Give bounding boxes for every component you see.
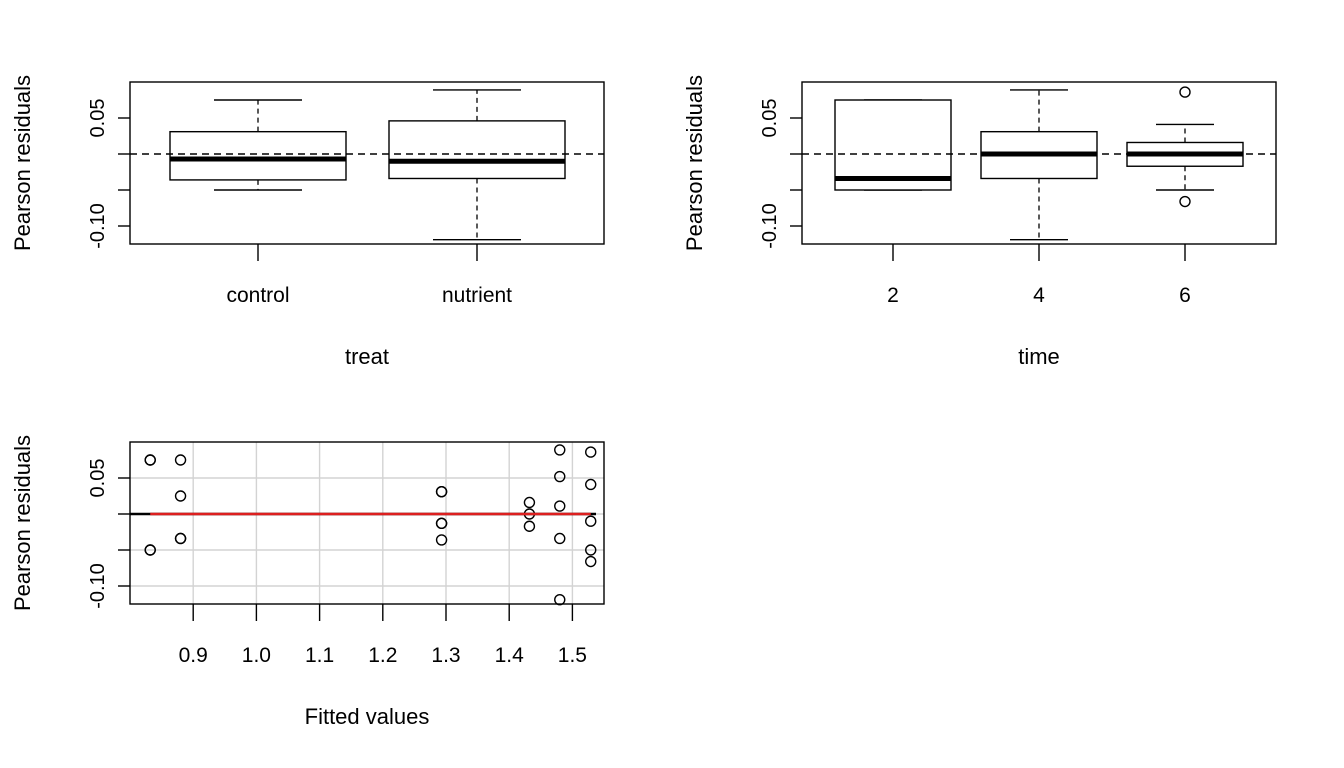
y-axis-title: Pearson residuals [10,75,35,251]
box-4 [980,89,1098,241]
x-tick-label: 6 [1179,284,1191,307]
box-nutrient [388,89,566,241]
data-point [144,544,156,556]
data-point [585,544,597,556]
x-tick-label: 1.3 [431,644,460,667]
plot-frame [129,441,605,605]
y-tick-label: -0.10 [87,203,109,249]
data-point [585,446,597,458]
data-point [585,515,597,527]
plot-frame [801,81,1277,245]
x-tick-label: 0.9 [179,644,208,667]
data-point [174,454,187,466]
boxplot-panel-treat: control nutrient [130,89,604,307]
y-axis-title: Pearson residuals [682,75,707,251]
x-axis-title: treat [345,344,389,369]
box-control [169,99,347,191]
x-tick-label: 1.5 [558,644,587,667]
box-2 [834,99,952,191]
y-tick-label: 0.05 [87,459,109,498]
x-tick-label: 1.4 [495,644,525,667]
data-point [523,496,536,509]
box-6 [1126,86,1244,208]
data-point [174,532,187,545]
data-point [174,490,187,502]
box-body [169,130,347,181]
x-tick-label: 2 [887,284,899,307]
outlier-point [1179,195,1191,208]
data-point [144,454,156,466]
y-tick-label: -0.10 [759,203,781,249]
box-body [834,99,952,191]
x-axis-title: time [1018,344,1060,369]
x-tick-label: control [226,284,289,307]
data-point [585,555,597,568]
data-point [435,534,448,546]
data-point [554,532,566,545]
x-tick-label: 4 [1033,284,1045,307]
data-point [523,520,536,532]
y-axis-title: Pearson residuals [10,435,35,611]
x-tick-label: 1.0 [242,644,271,667]
data-point [435,485,448,498]
x-axis-title: Fitted values [305,704,430,729]
data-point [554,470,566,483]
boxplot-panel-time: 2 4 6 [802,86,1276,307]
plot-frame [129,81,605,245]
outlier-point [1179,86,1191,98]
x-tick-label: nutrient [442,284,512,307]
data-point [435,517,448,530]
data-point [554,593,566,606]
x-tick-label: 1.1 [305,644,334,667]
y-tick-label: 0.05 [759,99,781,138]
data-point [585,478,597,491]
box-body [388,120,566,180]
data-point [554,444,566,456]
y-tick-label: -0.10 [87,563,109,609]
x-tick-label: 1.2 [368,644,397,667]
scatter-panel: 0.9 1.0 1.1 1.2 1.3 1.4 1.5 [130,442,604,667]
data-point [554,500,566,512]
y-tick-label: 0.05 [87,99,109,138]
